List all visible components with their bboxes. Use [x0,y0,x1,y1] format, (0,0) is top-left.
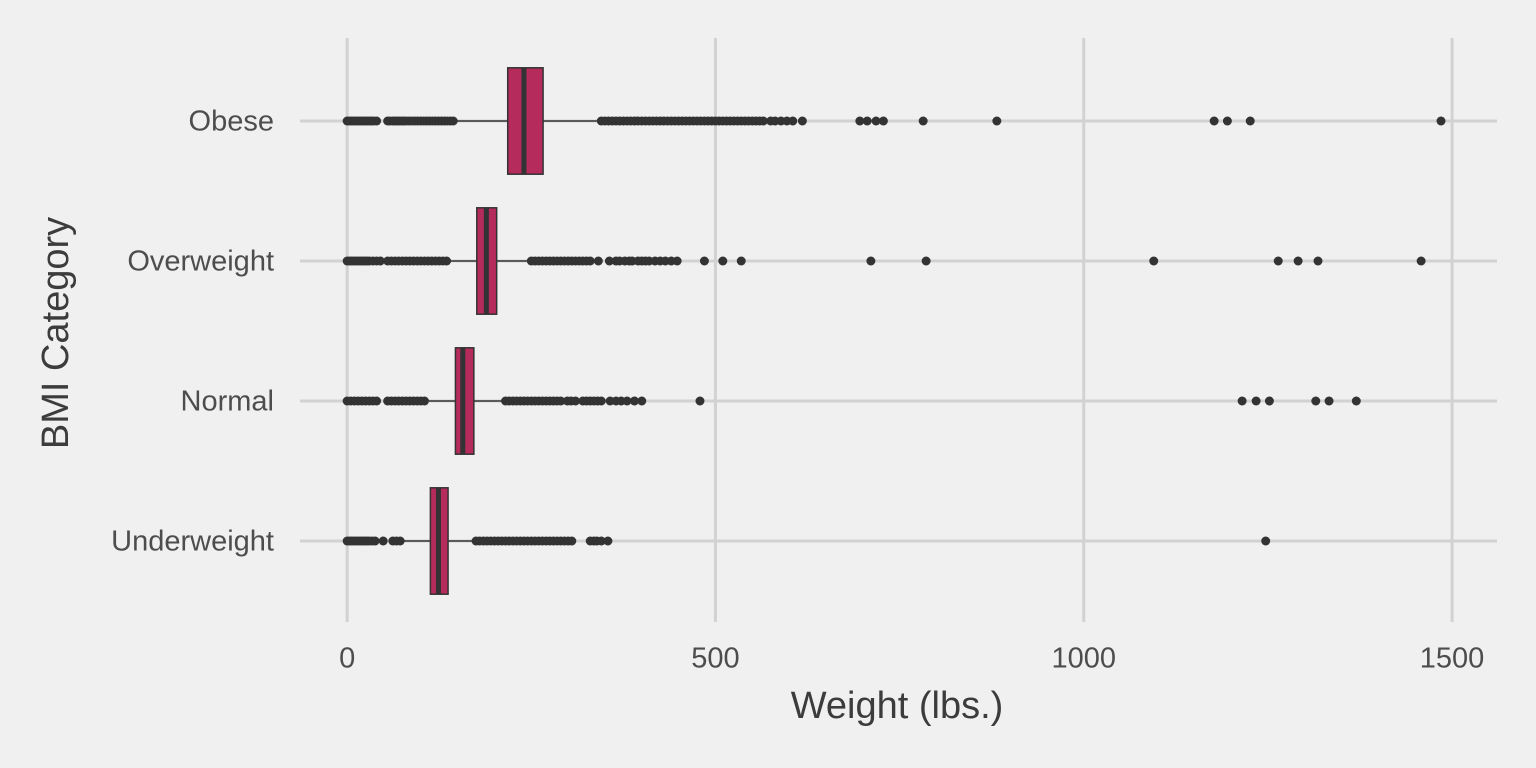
outlier [1351,396,1361,406]
outlier [593,256,603,266]
outlier [596,536,606,546]
x-axis-title: Weight (lbs.) [791,685,1004,727]
outlier [1209,116,1219,126]
y-tick-label: Obese [189,106,274,138]
outlier [736,256,746,266]
x-tick-label: 1000 [1052,643,1117,675]
outlier [855,116,865,126]
outlier [567,536,577,546]
outlier [1264,396,1274,406]
outlier [797,116,807,126]
outlier [1324,396,1334,406]
outlier [695,396,705,406]
outlier [375,256,385,266]
x-tick-label: 1500 [1420,643,1485,675]
outlier [372,396,382,406]
outlier [862,116,872,126]
outlier [1237,396,1247,406]
outlier [1293,256,1303,266]
outlier [448,116,458,126]
y-axis-title: BMI Category [35,217,77,449]
outlier [758,116,768,126]
outlier [921,256,931,266]
outlier [699,256,709,266]
outlier [603,536,613,546]
outlier [1251,396,1261,406]
x-tick-label: 0 [339,643,355,675]
outlier [442,256,452,266]
y-tick-label: Normal [181,386,274,418]
outlier [596,396,606,406]
outlier [629,396,639,406]
x-tick-label: 500 [691,643,739,675]
outlier [604,256,614,266]
outlier [370,536,380,546]
outlier [1245,116,1255,126]
outlier [1416,256,1426,266]
y-tick-label: Overweight [127,246,274,278]
outlier [556,396,566,406]
outlier [1436,116,1446,126]
outlier [378,536,388,546]
outlier [585,256,595,266]
outlier [718,256,728,266]
outlier [1261,536,1271,546]
outlier [1311,396,1321,406]
outlier [992,116,1002,126]
outlier [1222,116,1232,126]
outlier [1149,256,1159,266]
outlier [395,536,405,546]
outlier [878,116,888,126]
outlier [672,256,682,266]
outlier [622,396,632,406]
outlier [419,396,429,406]
outlier [871,116,881,126]
outlier [372,116,382,126]
outlier [637,396,647,406]
outlier [866,256,876,266]
outlier [918,116,928,126]
outlier [570,396,580,406]
y-tick-label: Underweight [111,526,274,558]
outlier [788,116,798,126]
outlier [1313,256,1323,266]
outlier [1273,256,1283,266]
plot [342,67,1446,595]
